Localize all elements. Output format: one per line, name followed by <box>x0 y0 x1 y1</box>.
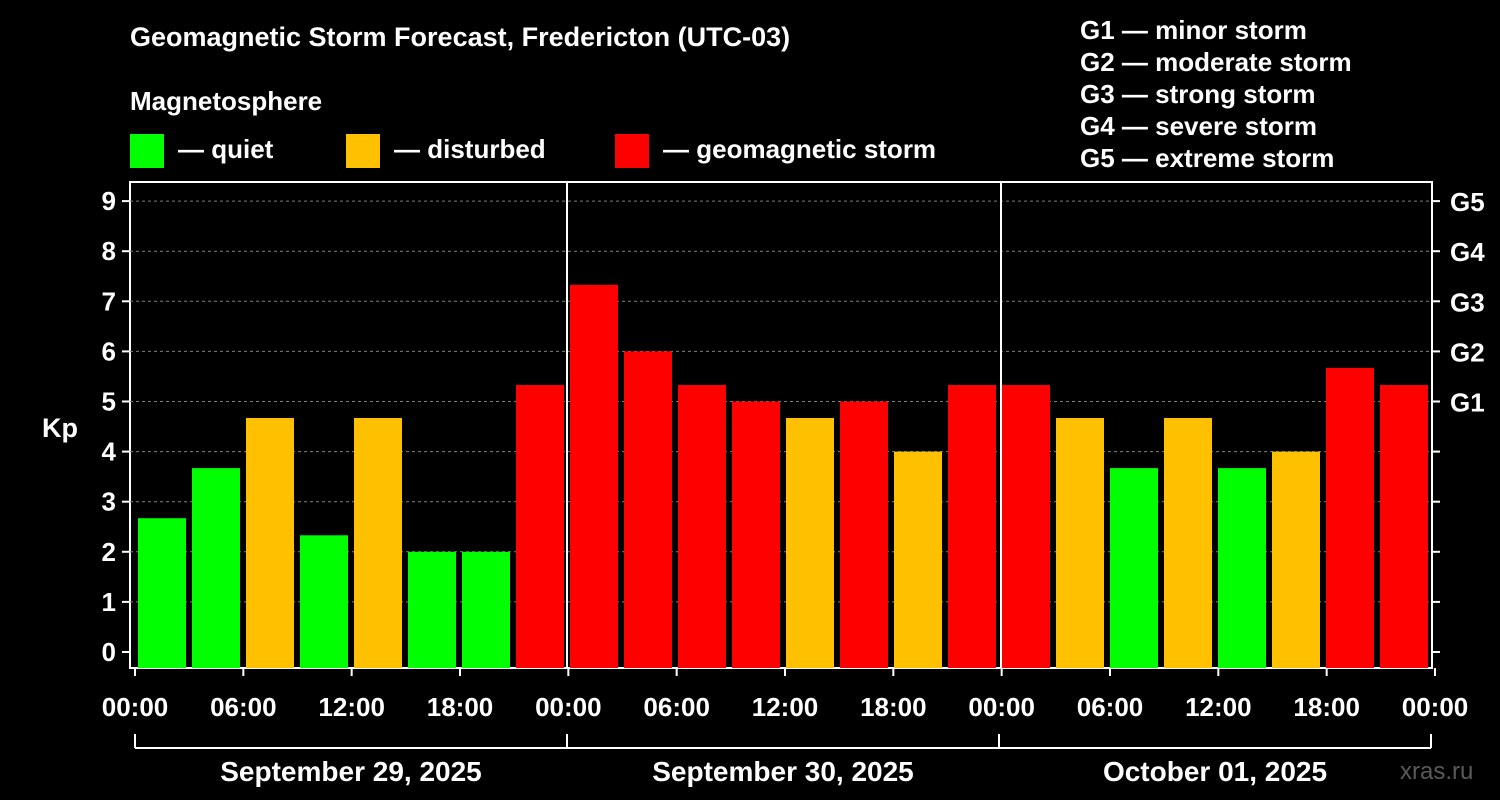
x-tick-label: 18:00 <box>427 692 494 722</box>
kp-bar <box>1272 451 1320 668</box>
legend-swatch-disturbed <box>346 134 380 168</box>
x-tick-label: 12:00 <box>752 692 819 722</box>
day-label: September 29, 2025 <box>220 756 482 787</box>
day-label: October 01, 2025 <box>1103 756 1327 787</box>
kp-bar <box>300 535 348 668</box>
legend-swatch-quiet <box>130 134 164 168</box>
day-label: September 30, 2025 <box>652 756 914 787</box>
g-scale-g5: G5 — extreme storm <box>1080 143 1335 173</box>
y-axis-label: Kp <box>42 413 78 443</box>
legend-label-disturbed: — disturbed <box>394 134 546 164</box>
x-tick-label: 06:00 <box>210 692 277 722</box>
legend-swatch-storm <box>615 134 649 168</box>
y-tick-label: 6 <box>102 336 116 366</box>
y-tick-label: 8 <box>102 236 116 266</box>
magnetosphere-heading: Magnetosphere <box>130 86 323 116</box>
kp-bar <box>786 418 834 668</box>
x-tick-label: 00:00 <box>102 692 169 722</box>
x-tick-label: 00:00 <box>1402 692 1469 722</box>
g-scale-g1: G1 — minor storm <box>1080 15 1307 45</box>
legend-label-quiet: — quiet <box>178 134 274 164</box>
y-tick-label: 2 <box>102 537 116 567</box>
x-tick-label: 18:00 <box>860 692 927 722</box>
x-tick-label: 12:00 <box>318 692 385 722</box>
x-tick-label: 00:00 <box>535 692 602 722</box>
legend-item-storm: — geomagnetic storm <box>615 134 955 168</box>
g-scale-g2: G2 — moderate storm <box>1080 47 1352 77</box>
g-scale-g4: G4 — severe storm <box>1080 111 1318 141</box>
plot-frame <box>129 181 1433 669</box>
x-tick-label: 06:00 <box>1077 692 1144 722</box>
kp-bar <box>354 418 402 668</box>
kp-bar <box>1380 385 1428 668</box>
x-tick-label: 18:00 <box>1293 692 1360 722</box>
watermark: xras.ru <box>1400 758 1474 785</box>
kp-bar <box>1218 468 1266 668</box>
y-tick-label: 9 <box>102 186 116 216</box>
kp-bar <box>1002 385 1050 668</box>
kp-bar <box>1164 418 1212 668</box>
g-scale-g3: G3 — strong storm <box>1080 79 1316 109</box>
kp-bar <box>462 551 510 668</box>
y-tick-label: 3 <box>102 487 116 517</box>
kp-bar <box>732 401 780 668</box>
kp-bar <box>138 518 186 668</box>
y-tick-label: 4 <box>102 437 117 467</box>
kp-bar <box>516 385 564 668</box>
kp-bar <box>408 551 456 668</box>
g-scale-legend: G1 — minor storm G2 — moderate storm G3 … <box>1080 14 1352 174</box>
g-axis-label: G3 <box>1450 287 1485 317</box>
g-axis-label: G2 <box>1450 337 1485 367</box>
kp-bar <box>192 468 240 668</box>
y-tick-label: 5 <box>102 387 116 417</box>
g-axis-label: G1 <box>1450 388 1485 418</box>
y-tick-label: 1 <box>102 587 116 617</box>
chart-title: Geomagnetic Storm Forecast, Fredericton … <box>130 22 791 52</box>
x-tick-label: 00:00 <box>968 692 1035 722</box>
g-axis-label: G5 <box>1450 187 1485 217</box>
kp-bar <box>1326 367 1374 668</box>
kp-bar <box>894 451 942 668</box>
y-tick-label: 0 <box>102 637 116 667</box>
legend-label-storm: — geomagnetic storm <box>663 134 937 164</box>
kp-bar <box>570 284 618 668</box>
kp-bar <box>1110 468 1158 668</box>
x-tick-label: 12:00 <box>1185 692 1252 722</box>
legend-item-disturbed: — disturbed <box>346 134 566 168</box>
x-tick-label: 06:00 <box>643 692 710 722</box>
kp-bar <box>1056 418 1104 668</box>
y-tick-label: 7 <box>102 286 116 316</box>
g-axis-label: G4 <box>1450 237 1485 267</box>
kp-bar <box>678 385 726 668</box>
legend-item-quiet: — quiet <box>130 134 330 168</box>
kp-bar <box>948 385 996 668</box>
kp-bar <box>624 351 672 668</box>
kp-bar <box>246 418 294 668</box>
kp-bar <box>840 401 888 668</box>
